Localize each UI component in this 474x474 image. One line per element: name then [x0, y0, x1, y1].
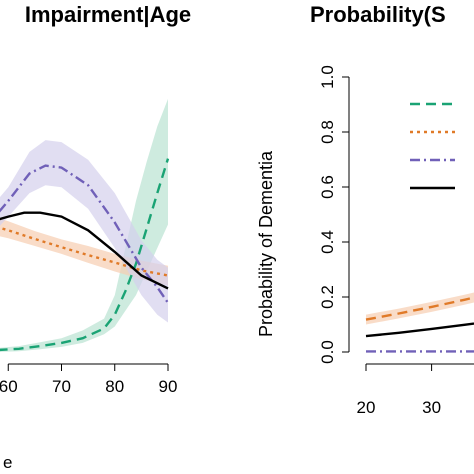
- left-series-lines: [0, 158, 170, 352]
- left-chart-panel: Impairment|Age 60 70 80 90 e: [0, 2, 191, 472]
- left-x-tick-label-2: 80: [105, 377, 124, 396]
- left-series-line-0: [0, 158, 170, 352]
- right-series-lines: [365, 296, 474, 353]
- left-x-tick-label-1: 70: [52, 377, 71, 396]
- legend: [410, 102, 455, 190]
- left-band-0: [0, 98, 168, 352]
- right-y-tick-label-5: 1.0: [318, 65, 337, 89]
- right-y-ticks: 0.0 0.2 0.4 0.6 0.8 1.0: [318, 65, 349, 364]
- right-series-line-0: [365, 296, 474, 321]
- left-x-tick-label-3: 90: [159, 377, 178, 396]
- left-chart-title: Impairment|Age: [25, 2, 191, 27]
- left-band-2: [0, 140, 168, 323]
- left-x-tick-label-0: 60: [0, 377, 18, 396]
- right-y-tick-label-0: 0.0: [318, 340, 337, 364]
- right-y-tick-label-3: 0.6: [318, 175, 337, 199]
- right-x-ticks: 203040: [357, 364, 441, 417]
- right-chart-panel: Probability(S Probability of Dementia 0.…: [256, 2, 474, 417]
- left-x-axis-label: e: [3, 453, 12, 472]
- right-y-axis-label: Probability of Dementia: [256, 150, 276, 337]
- left-confidence-bands: [0, 98, 168, 352]
- left-x-ticks: 60 70 80 90: [0, 364, 177, 396]
- right-series-line-1: [365, 322, 474, 338]
- right-y-tick-label-1: 0.2: [318, 285, 337, 309]
- right-y-tick-label-2: 0.4: [318, 230, 337, 254]
- right-x-tick-label-1: 30: [422, 398, 441, 417]
- left-series-line-3: [0, 211, 169, 290]
- left-band-1: [0, 218, 168, 286]
- left-series-line-2: [0, 164, 169, 304]
- right-chart-title: Probability(S: [310, 2, 446, 27]
- right-y-tick-label-4: 0.8: [318, 120, 337, 144]
- right-x-tick-label-0: 20: [357, 398, 376, 417]
